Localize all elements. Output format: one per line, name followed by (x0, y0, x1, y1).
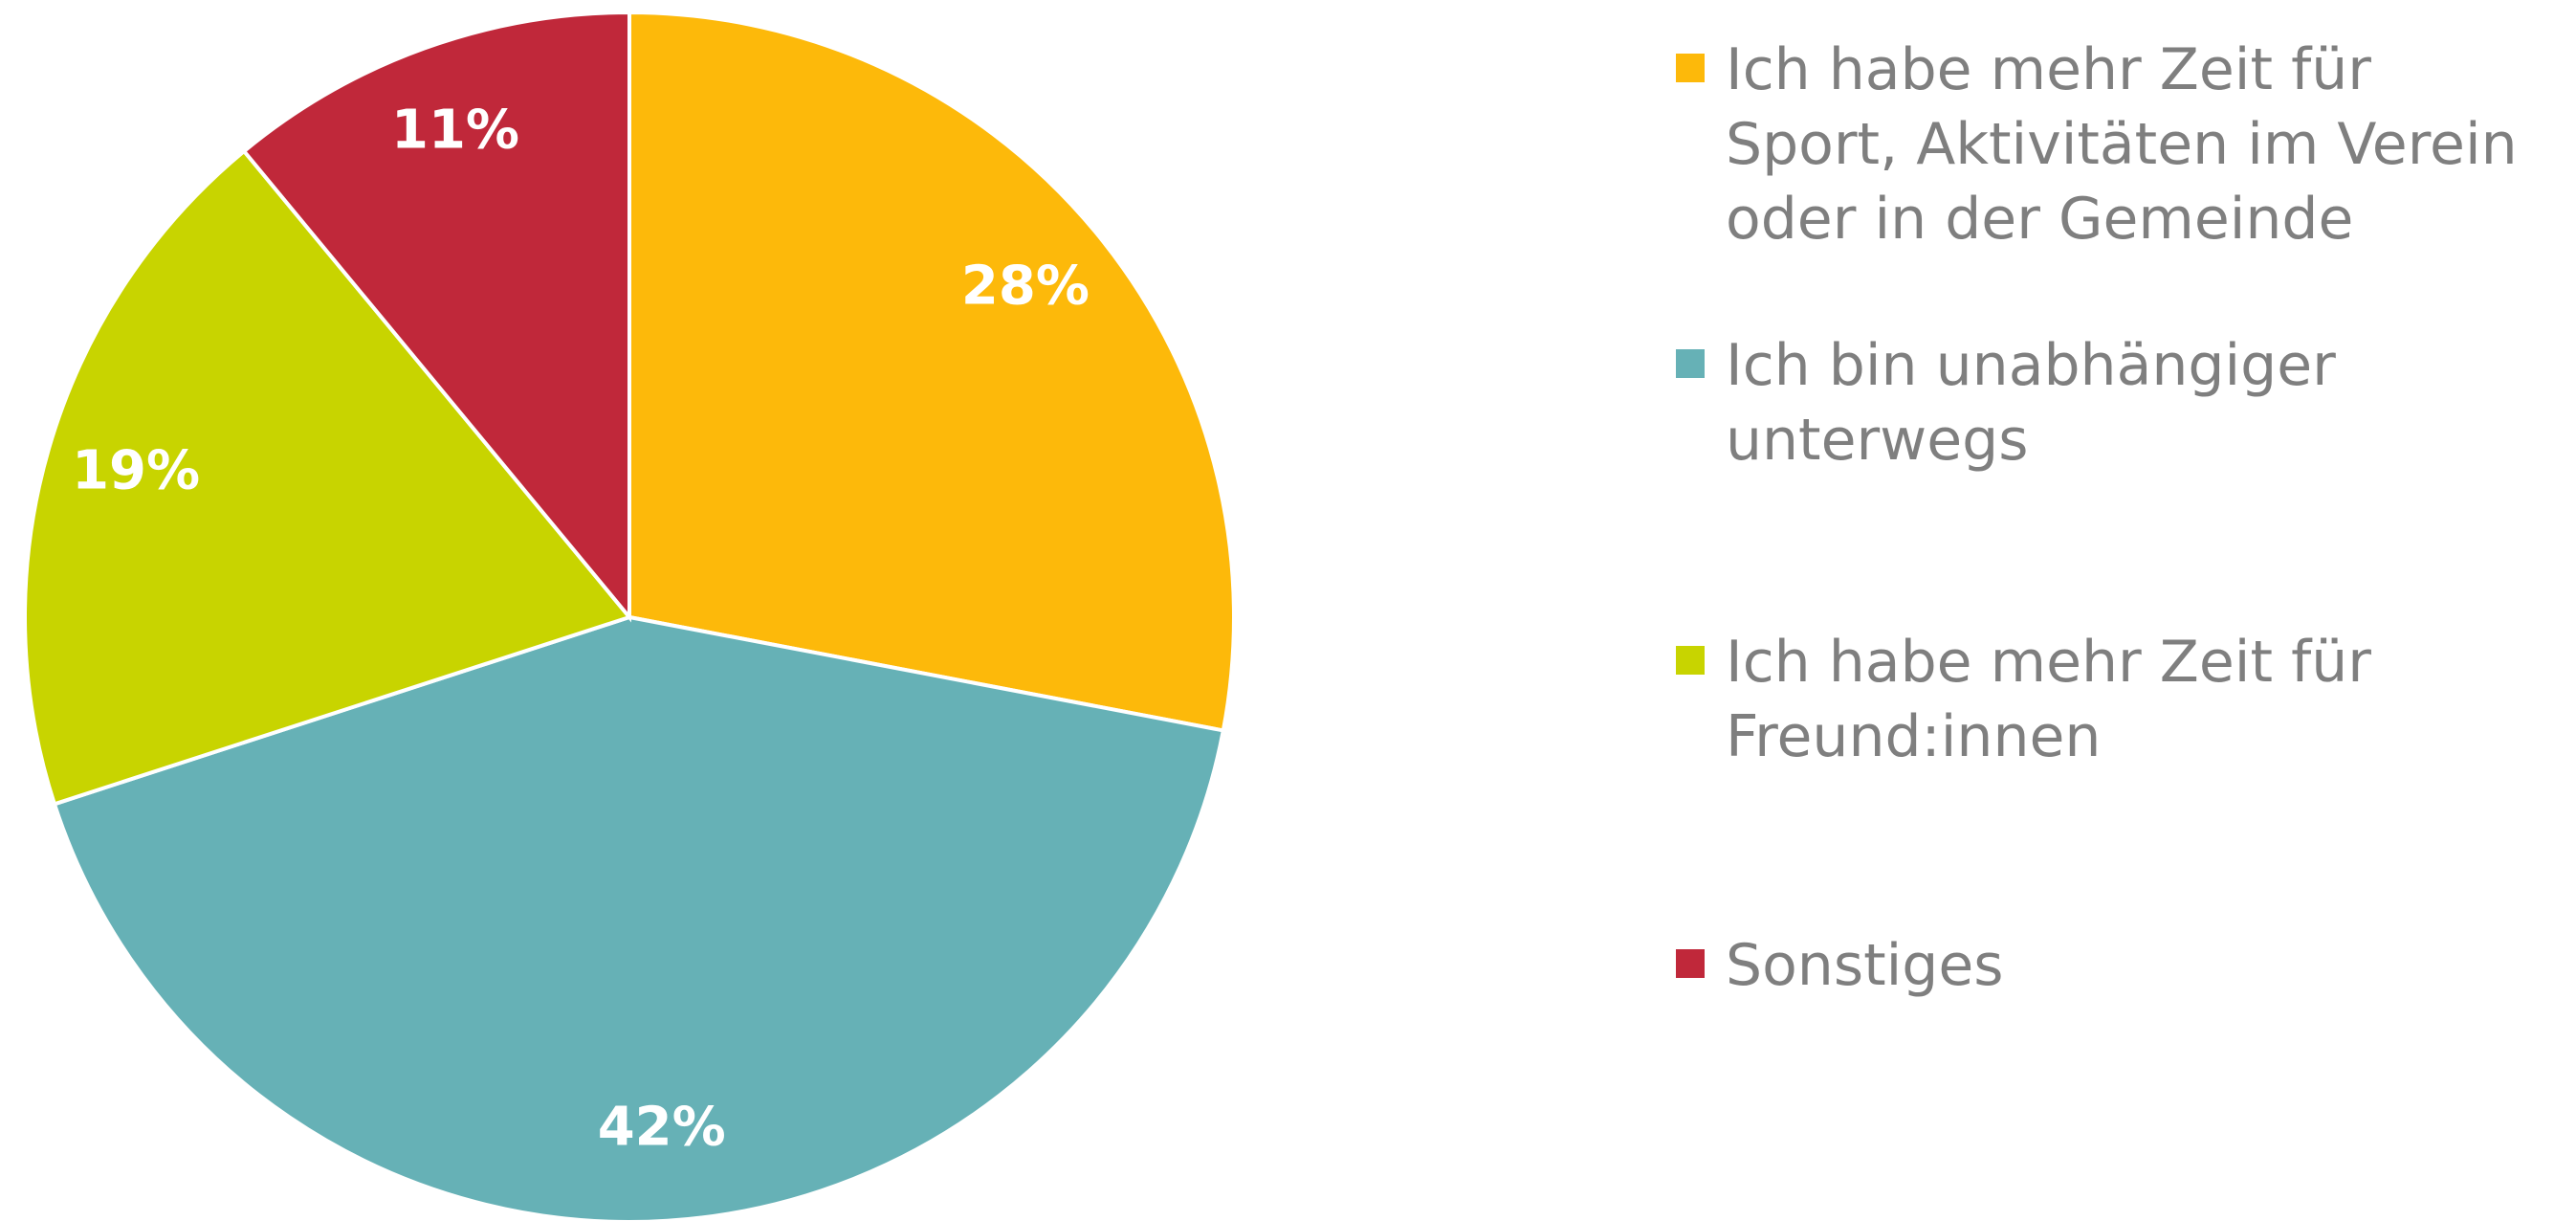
legend-entry: Ich habe mehr Zeit für Sport, Aktivitäte… (1676, 33, 2537, 256)
legend-swatch (1676, 949, 1705, 978)
legend-label: Ich bin unabhängiger unterwegs (1726, 332, 2336, 474)
data-label: 11% (391, 100, 519, 162)
legend-entry: Sonstiges (1676, 928, 2537, 1003)
pie-slice (241, 10, 631, 623)
legend-label: Ich habe mehr Zeit für Freund:innen (1726, 629, 2371, 770)
pie-slice (627, 10, 1236, 733)
legend-swatch (1676, 54, 1705, 82)
data-label: 28% (961, 255, 1090, 318)
legend-label: Sonstiges (1726, 932, 2004, 999)
legend-entry: Ich bin unabhängiger unterwegs (1676, 328, 2537, 477)
pie-slice (23, 148, 633, 807)
legend-entry: Ich habe mehr Zeit für Freund:innen (1676, 625, 2537, 774)
data-label: 42% (598, 1096, 726, 1158)
data-label: 19% (72, 439, 200, 501)
legend-swatch (1676, 646, 1705, 675)
legend-swatch (1676, 349, 1705, 378)
legend-label: Ich habe mehr Zeit für Sport, Aktivitäte… (1726, 36, 2518, 253)
